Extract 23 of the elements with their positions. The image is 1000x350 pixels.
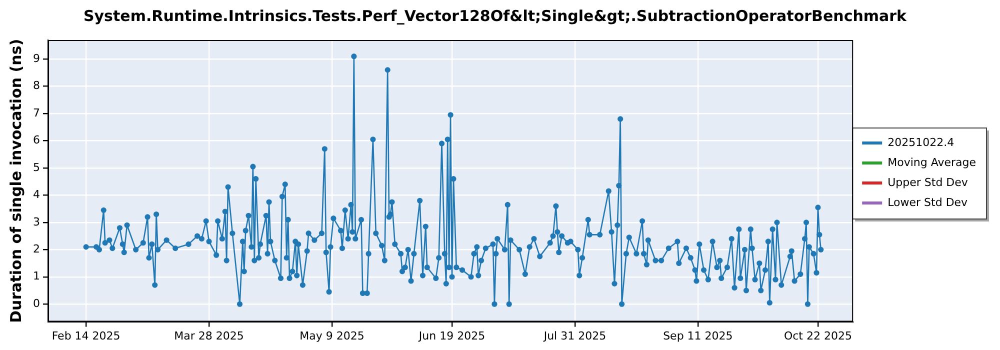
y-tick-label: 7 [33,106,40,120]
legend-label: Upper Std Dev [888,176,968,189]
legend-label: 20251022.4 [888,136,954,149]
x-tick-label: Oct 22 2025 [784,329,852,342]
y-tick-label: 3 [33,215,40,228]
y-tick-label: 1 [33,270,40,283]
legend-label: Moving Average [888,156,976,169]
x-tick-label: May 9 2025 [300,329,364,342]
y-tick-label: 2 [33,242,40,256]
y-tick-label: 0 [33,296,40,310]
y-axis-title: Duration of single invocation (ns) [6,38,25,323]
x-tick-label: Jul 31 2025 [542,329,606,342]
x-tick-label: Feb 14 2025 [52,329,120,342]
y-tick-label: 5 [33,160,40,174]
x-tick-label: Jun 19 2025 [418,329,486,342]
chart-title: System.Runtime.Intrinsics.Tests.Perf_Vector128Of&lt;Single&gt;.SubtractionOperatorBenchmark [83,6,908,25]
x-tick-label: Sep 11 2025 [663,329,733,342]
y-tick-label: 8 [33,79,40,92]
y-tick-label: 4 [33,188,40,202]
y-tick-label: 6 [33,134,40,147]
y-tick-label: 9 [33,52,40,65]
x-tick-label: Mar 28 2025 [174,329,244,342]
legend-label: Lower Std Dev [888,196,968,209]
